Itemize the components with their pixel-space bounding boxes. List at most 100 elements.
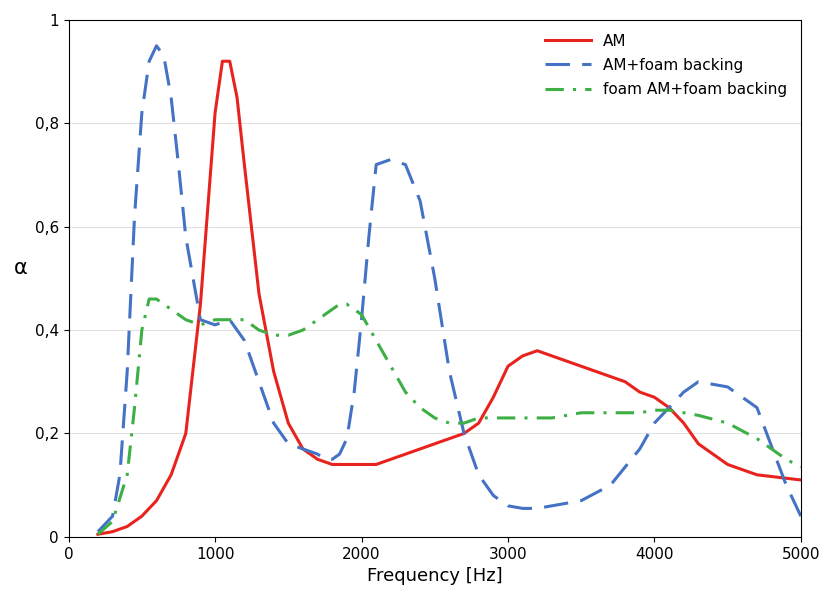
foam AM+foam backing: [173, 311, 183, 318]
AM: [503, 362, 513, 370]
AM+foam backing: [152, 42, 162, 49]
foam AM+foam backing: [605, 409, 615, 416]
AM: [371, 461, 381, 468]
foam AM+foam backing: [415, 404, 425, 411]
foam AM+foam backing: [576, 409, 586, 416]
AM: [313, 456, 323, 463]
AM: [284, 419, 294, 426]
foam AM+foam backing: [181, 316, 191, 323]
foam AM+foam backing: [532, 415, 542, 422]
AM: [679, 419, 689, 426]
AM+foam backing: [195, 316, 205, 323]
foam AM+foam backing: [650, 407, 660, 414]
foam AM+foam backing: [518, 415, 528, 422]
foam AM+foam backing: [137, 326, 147, 334]
foam AM+foam backing: [371, 337, 381, 344]
foam AM+foam backing: [239, 316, 249, 323]
AM: [605, 373, 615, 380]
foam AM+foam backing: [342, 301, 352, 308]
AM: [430, 440, 440, 447]
foam AM+foam backing: [269, 332, 279, 339]
foam AM+foam backing: [334, 301, 344, 308]
AM: [298, 446, 308, 453]
AM+foam backing: [503, 502, 513, 509]
foam AM+foam backing: [152, 295, 162, 302]
AM: [400, 450, 410, 458]
AM: [224, 58, 234, 65]
AM: [181, 430, 191, 437]
foam AM+foam backing: [796, 464, 806, 471]
AM: [93, 531, 103, 538]
foam AM+foam backing: [129, 404, 139, 411]
AM: [459, 430, 469, 437]
foam AM+foam backing: [284, 332, 294, 339]
foam AM+foam backing: [400, 389, 410, 396]
foam AM+foam backing: [313, 316, 323, 323]
foam AM+foam backing: [298, 326, 308, 334]
AM: [650, 394, 660, 401]
AM+foam backing: [254, 378, 264, 385]
AM: [108, 528, 118, 536]
AM: [561, 358, 571, 365]
AM+foam backing: [459, 430, 469, 437]
foam AM+foam backing: [144, 295, 154, 302]
AM: [342, 461, 352, 468]
foam AM+foam backing: [327, 305, 337, 313]
Legend: AM, AM+foam backing, foam AM+foam backing: AM, AM+foam backing, foam AM+foam backin…: [539, 28, 793, 103]
AM: [518, 352, 528, 359]
AM: [137, 513, 147, 520]
AM: [232, 94, 242, 101]
AM: [269, 368, 279, 375]
Line: AM: AM: [98, 61, 801, 534]
foam AM+foam backing: [547, 415, 557, 422]
Y-axis label: α: α: [14, 258, 28, 279]
AM: [327, 461, 337, 468]
foam AM+foam backing: [224, 316, 234, 323]
AM: [664, 404, 674, 411]
foam AM+foam backing: [349, 305, 359, 313]
foam AM+foam backing: [503, 415, 513, 422]
foam AM+foam backing: [722, 419, 732, 426]
AM: [590, 368, 600, 375]
foam AM+foam backing: [430, 415, 440, 422]
Line: foam AM+foam backing: foam AM+foam backing: [98, 299, 801, 534]
AM: [123, 523, 133, 530]
AM: [166, 471, 176, 479]
foam AM+foam backing: [445, 419, 455, 426]
AM: [356, 461, 366, 468]
AM: [239, 161, 249, 168]
AM: [635, 389, 645, 396]
AM+foam backing: [93, 528, 103, 536]
AM: [532, 347, 542, 355]
AM: [210, 110, 220, 117]
AM: [474, 419, 484, 426]
foam AM+foam backing: [752, 435, 762, 442]
AM: [152, 497, 162, 504]
foam AM+foam backing: [123, 471, 133, 479]
AM: [722, 461, 732, 468]
foam AM+foam backing: [158, 301, 168, 308]
AM+foam backing: [781, 482, 791, 489]
foam AM+foam backing: [210, 316, 220, 323]
AM: [693, 440, 703, 447]
AM: [547, 352, 557, 359]
AM: [752, 471, 762, 479]
AM+foam backing: [796, 513, 806, 520]
foam AM+foam backing: [386, 362, 396, 370]
AM: [796, 476, 806, 483]
foam AM+foam backing: [459, 419, 469, 426]
AM: [386, 456, 396, 463]
foam AM+foam backing: [108, 518, 118, 525]
AM: [195, 301, 205, 308]
foam AM+foam backing: [664, 407, 674, 414]
foam AM+foam backing: [166, 305, 176, 313]
X-axis label: Frequency [Hz]: Frequency [Hz]: [367, 567, 503, 585]
AM: [489, 394, 499, 401]
AM: [576, 362, 586, 370]
AM: [620, 378, 631, 385]
foam AM+foam backing: [693, 412, 703, 419]
foam AM+foam backing: [679, 409, 689, 416]
foam AM+foam backing: [356, 311, 366, 318]
foam AM+foam backing: [195, 321, 205, 328]
Line: AM+foam backing: AM+foam backing: [98, 46, 801, 532]
